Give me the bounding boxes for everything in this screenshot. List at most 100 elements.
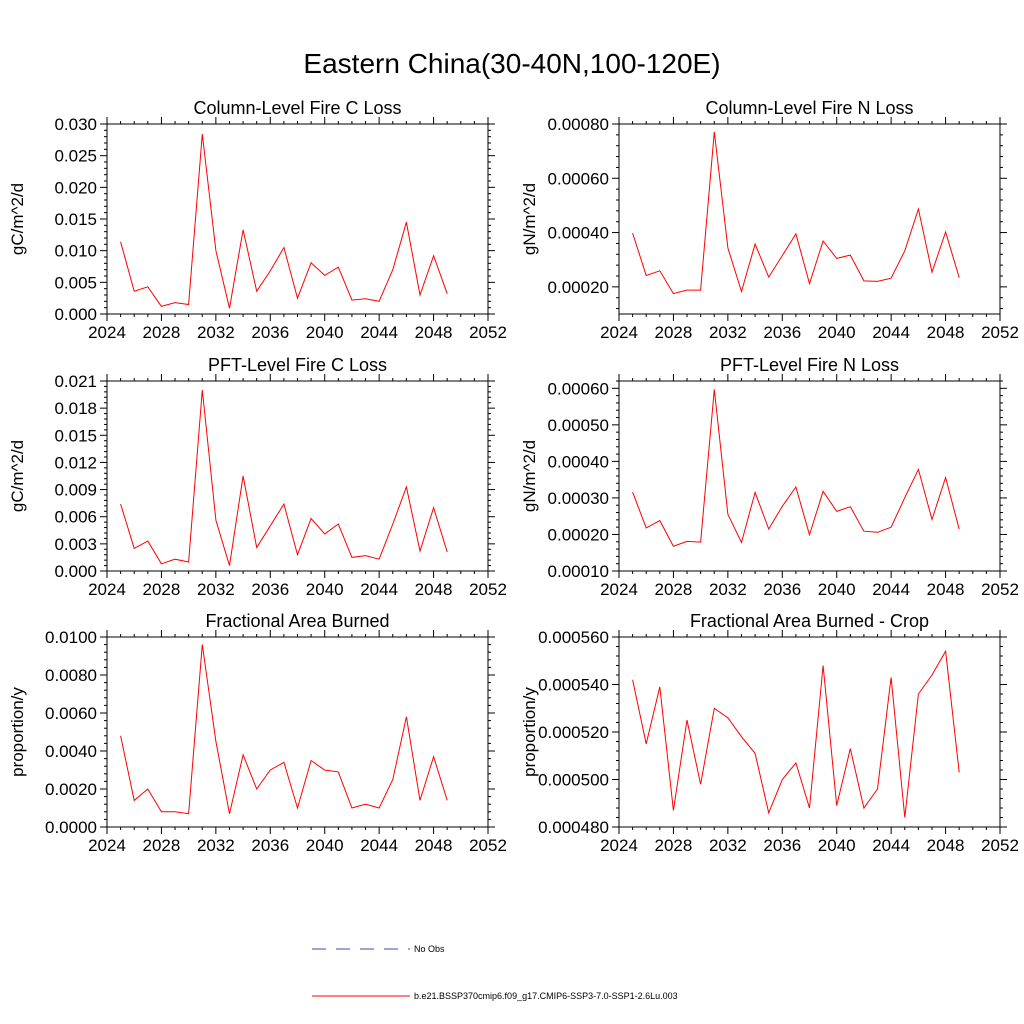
panel-3-xtick-label: 2032 bbox=[197, 580, 235, 599]
panel-3-frame bbox=[106, 380, 489, 572]
legend-label-no-obs: No Obs bbox=[414, 944, 445, 954]
panel-5-xtick-label: 2048 bbox=[415, 836, 453, 855]
panel-2-ylabel: gN/m^2/d bbox=[520, 183, 539, 255]
panel-6-xtick-label: 2028 bbox=[655, 836, 693, 855]
panel-4-series-line bbox=[632, 389, 960, 547]
panel-1-ytick-label: 0.000 bbox=[54, 305, 97, 324]
panel-5-xtick-label: 2036 bbox=[251, 836, 289, 855]
panel-4-xtick-label: 2036 bbox=[763, 580, 801, 599]
panel-3-xtick-label: 2048 bbox=[415, 580, 453, 599]
panel-2-xtick-label: 2040 bbox=[818, 323, 856, 342]
panel-5-ytick-label: 0.0060 bbox=[45, 704, 97, 723]
panel-1-xtick-label: 2036 bbox=[251, 323, 289, 342]
panel-2-xtick-label: 2032 bbox=[709, 323, 747, 342]
panel-1-xtick-label: 2032 bbox=[197, 323, 235, 342]
panel-3-ytick-label: 0.009 bbox=[54, 481, 97, 500]
panel-1-xtick-label: 2024 bbox=[88, 323, 126, 342]
panel-5-title: Fractional Area Burned bbox=[205, 611, 389, 631]
panel-1-ytick-label: 0.030 bbox=[54, 115, 97, 134]
panel-5-ytick-label: 0.0100 bbox=[45, 628, 97, 647]
panel-1-ytick-label: 0.010 bbox=[54, 242, 97, 261]
panel-1-xtick-label: 2052 bbox=[469, 323, 507, 342]
panel-6-xtick-label: 2048 bbox=[927, 836, 965, 855]
panel-5-series-line bbox=[120, 644, 448, 815]
panel-4-xtick-label: 2044 bbox=[872, 580, 910, 599]
panel-3-xtick-label: 2044 bbox=[360, 580, 398, 599]
panel-1-ytick-label: 0.015 bbox=[54, 210, 97, 229]
panel-4-ytick-label: 0.00050 bbox=[548, 416, 609, 435]
panel-6-ytick-label: 0.000480 bbox=[538, 818, 609, 837]
panel-6-xtick-label: 2032 bbox=[709, 836, 747, 855]
panel-4-xtick-label: 2040 bbox=[818, 580, 856, 599]
panel-1-title: Column-Level Fire C Loss bbox=[193, 98, 401, 118]
panel-6-ytick-label: 0.000500 bbox=[538, 771, 609, 790]
panel-1-frame bbox=[106, 123, 489, 315]
panel-3-ytick-label: 0.012 bbox=[54, 453, 97, 472]
panel-4-xtick-label: 2048 bbox=[927, 580, 965, 599]
panel-4-ytick-label: 0.00060 bbox=[548, 379, 609, 398]
panel-2-xtick-label: 2024 bbox=[600, 323, 638, 342]
panel-2-series-line bbox=[632, 131, 960, 295]
panel-3-ytick-label: 0.006 bbox=[54, 508, 97, 527]
panel-2-xtick-label: 2044 bbox=[872, 323, 910, 342]
panel-1-xtick-label: 2040 bbox=[306, 323, 344, 342]
panel-6-ytick-label: 0.000560 bbox=[538, 628, 609, 647]
panel-4-ytick-label: 0.00040 bbox=[548, 452, 609, 471]
panel-1-ytick-label: 0.025 bbox=[54, 147, 97, 166]
legend-label-model: b.e21.BSSP370cmip6.f09_g17.CMIP6-SSP3-7.… bbox=[414, 991, 678, 1001]
panel-5-frame bbox=[106, 636, 489, 828]
panel-3-xtick-label: 2052 bbox=[469, 580, 507, 599]
panel-5-xtick-label: 2032 bbox=[197, 836, 235, 855]
panel-4-xtick-label: 2024 bbox=[600, 580, 638, 599]
panel-1-ytick-label: 0.005 bbox=[54, 273, 97, 292]
panel-3-xtick-label: 2036 bbox=[251, 580, 289, 599]
panel-4-xtick-label: 2032 bbox=[709, 580, 747, 599]
panel-1-ylabel: gC/m^2/d bbox=[8, 183, 27, 255]
panel-1-xtick-label: 2048 bbox=[415, 323, 453, 342]
panel-2-xtick-label: 2048 bbox=[927, 323, 965, 342]
panel-1-xtick-label: 2044 bbox=[360, 323, 398, 342]
panel-1-ytick-label: 0.020 bbox=[54, 178, 97, 197]
panel-6-title: Fractional Area Burned - Crop bbox=[690, 611, 929, 631]
panel-3-xtick-label: 2024 bbox=[88, 580, 126, 599]
panel-2-ytick-label: 0.00060 bbox=[548, 169, 609, 188]
panel-5-ylabel: proportion/y bbox=[8, 687, 27, 777]
panel-6-xtick-label: 2024 bbox=[600, 836, 638, 855]
panel-4-xtick-label: 2052 bbox=[981, 580, 1019, 599]
panel-4-title: PFT-Level Fire N Loss bbox=[720, 355, 899, 375]
panel-5-xtick-label: 2040 bbox=[306, 836, 344, 855]
panel-1-series-line bbox=[120, 134, 448, 309]
panel-5-xtick-label: 2052 bbox=[469, 836, 507, 855]
panel-3-title: PFT-Level Fire C Loss bbox=[208, 355, 387, 375]
panel-4-xtick-label: 2028 bbox=[655, 580, 693, 599]
panel-4-ytick-label: 0.00010 bbox=[548, 562, 609, 581]
panel-3-series-line bbox=[120, 389, 448, 566]
panel-4-ytick-label: 0.00020 bbox=[548, 525, 609, 544]
panel-3-xtick-label: 2028 bbox=[143, 580, 181, 599]
panel-6-ylabel: proportion/y bbox=[520, 687, 539, 777]
panel-5-xtick-label: 2044 bbox=[360, 836, 398, 855]
panel-4-ytick-label: 0.00030 bbox=[548, 489, 609, 508]
panel-2-ytick-label: 0.00080 bbox=[548, 115, 609, 134]
panel-2-xtick-label: 2036 bbox=[763, 323, 801, 342]
panel-5-ytick-label: 0.0000 bbox=[45, 818, 97, 837]
panel-5-xtick-label: 2024 bbox=[88, 836, 126, 855]
panel-3-ytick-label: 0.000 bbox=[54, 562, 97, 581]
panel-3-ytick-label: 0.021 bbox=[54, 372, 97, 391]
panel-5-xtick-label: 2028 bbox=[143, 836, 181, 855]
panel-2-xtick-label: 2028 bbox=[655, 323, 693, 342]
panel-2-ytick-label: 0.00040 bbox=[548, 224, 609, 243]
panel-6-series-line bbox=[632, 649, 960, 818]
panel-4-frame bbox=[618, 380, 1001, 572]
panel-6-xtick-label: 2036 bbox=[763, 836, 801, 855]
panel-6-frame bbox=[618, 636, 1001, 828]
panel-1-xtick-label: 2028 bbox=[143, 323, 181, 342]
panel-3-xtick-label: 2040 bbox=[306, 580, 344, 599]
panel-5-ytick-label: 0.0040 bbox=[45, 742, 97, 761]
panel-2-frame bbox=[618, 123, 1001, 315]
panel-3-ytick-label: 0.003 bbox=[54, 535, 97, 554]
panel-5-ytick-label: 0.0080 bbox=[45, 666, 97, 685]
panel-5-ytick-label: 0.0020 bbox=[45, 780, 97, 799]
panel-2-title: Column-Level Fire N Loss bbox=[705, 98, 913, 118]
